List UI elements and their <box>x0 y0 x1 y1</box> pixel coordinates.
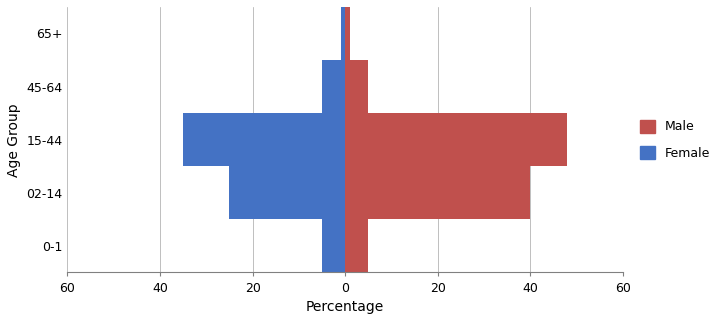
Bar <box>230 166 345 219</box>
Y-axis label: Age Group: Age Group <box>7 103 21 177</box>
Bar <box>322 60 345 113</box>
Bar <box>345 219 368 273</box>
Bar <box>345 113 567 166</box>
Bar <box>322 219 345 273</box>
Bar <box>345 7 349 60</box>
Bar <box>345 166 530 219</box>
X-axis label: Percentage: Percentage <box>306 300 384 314</box>
Bar <box>183 113 345 166</box>
Bar <box>345 60 368 113</box>
Legend: Male, Female: Male, Female <box>635 115 715 165</box>
Bar <box>341 7 345 60</box>
